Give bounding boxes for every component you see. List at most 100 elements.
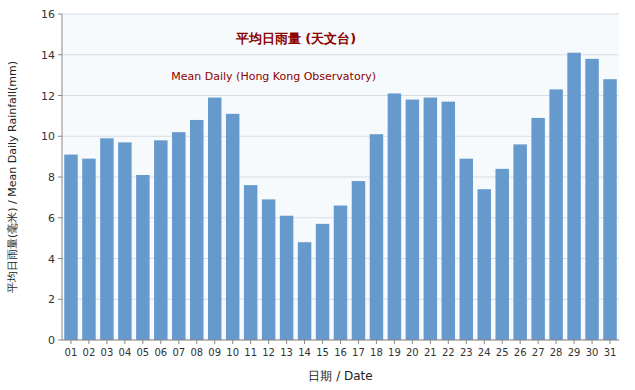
bar [262, 199, 275, 340]
x-tick-label: 16 [334, 347, 347, 358]
x-tick-label: 19 [388, 347, 401, 358]
y-tick [58, 95, 62, 96]
y-tick-label: 4 [48, 253, 55, 266]
x-tick [610, 340, 611, 344]
y-tick-label: 14 [41, 49, 55, 62]
bar [316, 224, 329, 340]
x-tick [214, 340, 215, 344]
grid-line [62, 54, 619, 55]
x-tick-label: 25 [496, 347, 509, 358]
x-tick [304, 340, 305, 344]
y-tick-label: 2 [48, 293, 55, 306]
bar [100, 138, 113, 340]
bar [585, 59, 598, 340]
bar [208, 98, 221, 340]
x-tick-label: 08 [190, 347, 203, 358]
x-tick-label: 26 [514, 347, 527, 358]
y-tick-label: 10 [41, 130, 55, 143]
bar [136, 175, 149, 340]
annotation: 平均日雨量 (天文台) [235, 31, 356, 46]
bar [118, 142, 131, 340]
y-tick [58, 177, 62, 178]
x-tick-label: 10 [226, 347, 239, 358]
bar [298, 242, 311, 340]
bar [388, 93, 401, 340]
bar [154, 140, 167, 340]
x-tick [286, 340, 287, 344]
bar [64, 155, 77, 340]
y-axis-label: 平均日雨量(毫米) / Mean Daily Rainfall(mm) [6, 61, 19, 293]
x-tick-label: 23 [460, 347, 473, 358]
bar [513, 144, 526, 340]
bar [190, 120, 203, 340]
x-tick-label: 22 [442, 347, 455, 358]
bar [280, 216, 293, 340]
x-tick [412, 340, 413, 344]
x-tick-label: 29 [568, 347, 581, 358]
bar [352, 181, 365, 340]
grid-line [62, 14, 619, 15]
x-tick-label: 01 [65, 347, 78, 358]
x-tick-label: 02 [83, 347, 96, 358]
x-tick [88, 340, 89, 344]
x-tick [358, 340, 359, 344]
annotation: Mean Daily (Hong Kong Observatory) [171, 70, 376, 83]
x-tick [268, 340, 269, 344]
x-tick [376, 340, 377, 344]
x-tick [232, 340, 233, 344]
y-tick [58, 136, 62, 137]
x-tick-label: 27 [532, 347, 545, 358]
x-tick-label: 06 [154, 347, 167, 358]
x-tick-label: 05 [136, 347, 149, 358]
bar [531, 118, 544, 340]
bar [549, 89, 562, 340]
x-tick [520, 340, 521, 344]
x-tick-label: 24 [478, 347, 491, 358]
x-tick-label: 31 [604, 347, 617, 358]
x-tick [124, 340, 125, 344]
x-tick-label: 28 [550, 347, 563, 358]
x-tick [448, 340, 449, 344]
x-tick [160, 340, 161, 344]
y-tick [58, 299, 62, 300]
x-tick [556, 340, 557, 344]
bar [172, 132, 185, 340]
x-tick [538, 340, 539, 344]
x-tick-label: 18 [370, 347, 383, 358]
x-tick [142, 340, 143, 344]
bar [603, 79, 616, 340]
bar [567, 53, 580, 340]
bar [370, 134, 383, 340]
x-tick [592, 340, 593, 344]
x-tick-label: 07 [172, 347, 185, 358]
bar [460, 159, 473, 340]
y-tick-label: 12 [41, 90, 55, 103]
x-tick [322, 340, 323, 344]
x-tick-label: 21 [424, 347, 437, 358]
bar [244, 185, 257, 340]
plot-area [62, 14, 619, 340]
x-tick [178, 340, 179, 344]
bar [82, 159, 95, 340]
bar [226, 114, 239, 340]
y-tick-label: 16 [41, 8, 55, 21]
x-tick [502, 340, 503, 344]
x-tick-label: 13 [280, 347, 293, 358]
bars [64, 53, 617, 340]
y-tick [58, 14, 62, 15]
y-tick-label: 6 [48, 212, 55, 225]
x-tick [70, 340, 71, 344]
bar [334, 206, 347, 340]
bar [495, 169, 508, 340]
x-tick [196, 340, 197, 344]
x-tick-label: 14 [298, 347, 311, 358]
x-tick-label: 30 [586, 347, 599, 358]
bar [442, 102, 455, 340]
x-tick [484, 340, 485, 344]
x-tick-label: 12 [262, 347, 275, 358]
x-tick-label: 17 [352, 347, 365, 358]
x-tick-label: 15 [316, 347, 329, 358]
x-axis-label: 日期 / Date [308, 369, 372, 383]
y-tick [58, 258, 62, 259]
x-tick [394, 340, 395, 344]
